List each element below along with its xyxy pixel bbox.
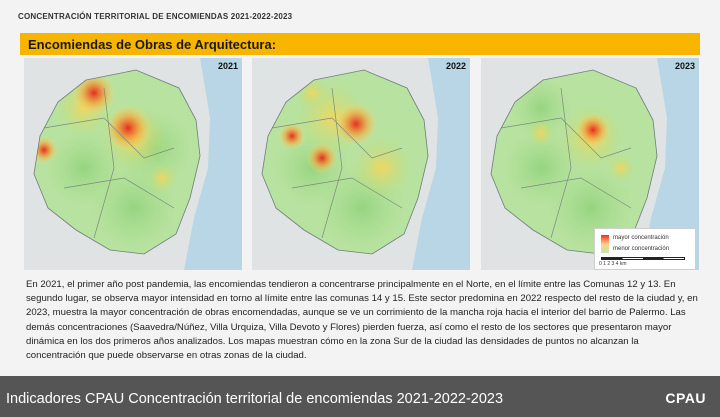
map-legend: mayor concentración menor concentración …	[594, 228, 696, 270]
slide: CONCENTRACIÓN TERRITORIAL DE ENCOMIENDAS…	[0, 0, 720, 376]
footer-title: Indicadores CPAU Concentración territori…	[6, 391, 504, 407]
map-year-label: 2023	[674, 61, 695, 71]
legend-color-ramp	[601, 235, 609, 253]
legend-low-label: menor concentración	[613, 246, 670, 252]
footer-bar: Indicadores CPAU Concentración territori…	[0, 376, 720, 417]
map-year-label: 2021	[217, 61, 238, 71]
description-paragraph: En 2021, el primer año post pandemia, la…	[26, 279, 698, 362]
city-map-2022	[252, 58, 470, 270]
scale-bar-labels: 0 1 2 3 4 km	[599, 261, 627, 267]
map-year-label: 2022	[445, 61, 466, 71]
river-area	[184, 58, 242, 270]
section-header: Encomiendas de Obras de Arquitectura:	[20, 33, 700, 55]
heatmap-2021: 2021	[24, 58, 242, 270]
heatmap-2022: 2022	[252, 58, 470, 270]
river-area	[412, 58, 470, 270]
cpau-logo: CPAU	[665, 390, 706, 406]
river-area	[641, 58, 699, 270]
page-title: CONCENTRACIÓN TERRITORIAL DE ENCOMIENDAS…	[18, 12, 293, 21]
city-map-2021	[24, 58, 242, 270]
scale-bar	[601, 257, 685, 260]
section-title: Encomiendas de Obras de Arquitectura:	[28, 37, 277, 52]
legend-high-label: mayor concentración	[613, 235, 669, 241]
